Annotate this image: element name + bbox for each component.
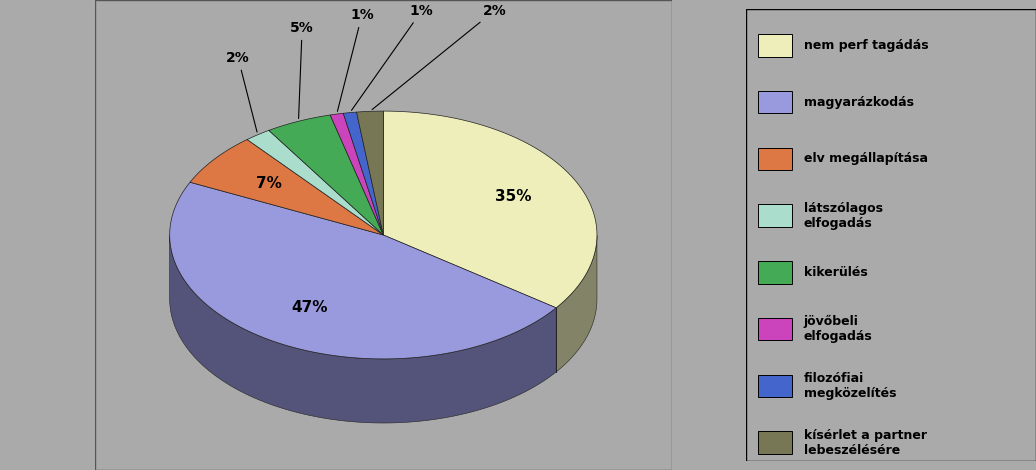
FancyBboxPatch shape bbox=[757, 431, 793, 454]
Text: 1%: 1% bbox=[338, 8, 374, 111]
Polygon shape bbox=[356, 111, 383, 235]
FancyBboxPatch shape bbox=[757, 91, 793, 113]
Polygon shape bbox=[190, 140, 383, 235]
FancyBboxPatch shape bbox=[757, 148, 793, 170]
Text: 35%: 35% bbox=[494, 189, 531, 204]
Text: 5%: 5% bbox=[290, 21, 314, 118]
Text: látszólagos
elfogadás: látszólagos elfogadás bbox=[804, 202, 883, 230]
Text: kísérlet a partner
lebeszélésére: kísérlet a partner lebeszélésére bbox=[804, 429, 927, 456]
Text: 2%: 2% bbox=[226, 51, 257, 132]
FancyBboxPatch shape bbox=[757, 318, 793, 340]
Text: nem perf tagádás: nem perf tagádás bbox=[804, 39, 928, 52]
Text: 2%: 2% bbox=[372, 4, 507, 110]
Text: jövőbeli
elfogadás: jövőbeli elfogadás bbox=[804, 315, 872, 343]
Polygon shape bbox=[269, 115, 383, 235]
Text: elv megállapítása: elv megállapítása bbox=[804, 152, 928, 165]
Text: 47%: 47% bbox=[291, 300, 327, 315]
Polygon shape bbox=[248, 130, 383, 235]
FancyBboxPatch shape bbox=[757, 261, 793, 284]
Text: filozófiai
megközelítés: filozófiai megközelítés bbox=[804, 372, 896, 400]
Polygon shape bbox=[556, 235, 597, 372]
Polygon shape bbox=[330, 113, 383, 235]
FancyBboxPatch shape bbox=[757, 204, 793, 227]
Text: kikerülés: kikerülés bbox=[804, 266, 868, 279]
FancyBboxPatch shape bbox=[757, 34, 793, 57]
Text: 7%: 7% bbox=[256, 176, 282, 191]
Polygon shape bbox=[170, 235, 556, 423]
Text: magyarázkodás: magyarázkodás bbox=[804, 96, 914, 109]
Polygon shape bbox=[383, 111, 597, 308]
Polygon shape bbox=[343, 112, 383, 235]
FancyBboxPatch shape bbox=[757, 375, 793, 397]
Text: 1%: 1% bbox=[351, 4, 434, 110]
Polygon shape bbox=[170, 182, 556, 359]
